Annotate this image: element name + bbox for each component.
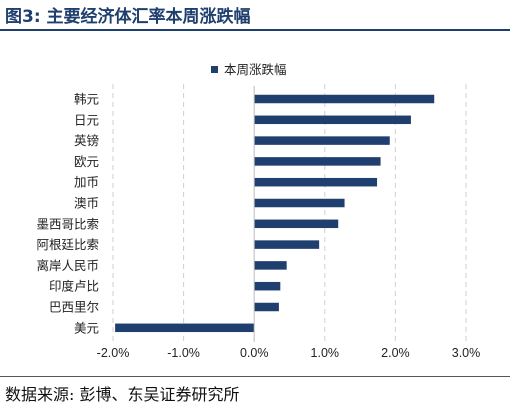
bar-7 bbox=[254, 240, 320, 249]
bar-0 bbox=[254, 94, 435, 104]
category-label-8: 离岸人民币 bbox=[36, 258, 99, 273]
x-tick-label-2: 0.0% bbox=[240, 346, 269, 360]
title-rule bbox=[0, 29, 510, 31]
bar-4 bbox=[254, 177, 378, 187]
category-label-0: 韩元 bbox=[74, 92, 99, 107]
bar-10 bbox=[254, 302, 279, 312]
figure-header: 图3: 主要经济体汇率本周涨跌幅 bbox=[0, 0, 510, 30]
category-label-2: 英镑 bbox=[74, 133, 99, 148]
bar-5 bbox=[254, 198, 345, 208]
category-label-4: 加币 bbox=[74, 175, 99, 190]
bar-8 bbox=[254, 261, 287, 270]
bar-9 bbox=[254, 281, 281, 291]
x-tick-label-4: 2.0% bbox=[381, 346, 410, 360]
bar-6 bbox=[254, 219, 339, 229]
category-label-5: 澳币 bbox=[74, 196, 99, 211]
bar-3 bbox=[254, 157, 381, 166]
category-label-3: 欧元 bbox=[74, 154, 99, 169]
category-label-7: 阿根廷比索 bbox=[36, 237, 99, 252]
x-tick-label-1: -1.0% bbox=[167, 346, 200, 360]
legend-swatch bbox=[211, 66, 218, 73]
bar-2 bbox=[254, 136, 390, 145]
source-note: 数据来源: 彭博、东吴证券研究所 bbox=[5, 385, 240, 404]
category-label-11: 美元 bbox=[74, 320, 99, 335]
source-rule bbox=[0, 376, 510, 377]
category-label-6: 墨西哥比索 bbox=[36, 216, 99, 231]
figure-title: 图3: 主要经济体汇率本周涨跌幅 bbox=[5, 7, 251, 27]
category-label-1: 日元 bbox=[74, 112, 99, 127]
x-tick-label-3: 1.0% bbox=[311, 346, 340, 360]
bar-11 bbox=[115, 323, 255, 333]
legend-label: 本周涨跌幅 bbox=[224, 62, 287, 77]
category-label-9: 印度卢比 bbox=[49, 279, 99, 294]
bar-1 bbox=[254, 115, 411, 125]
x-tick-label-5: 3.0% bbox=[452, 346, 481, 360]
category-label-10: 巴西里尔 bbox=[49, 300, 99, 315]
x-tick-label-0: -2.0% bbox=[97, 346, 130, 360]
